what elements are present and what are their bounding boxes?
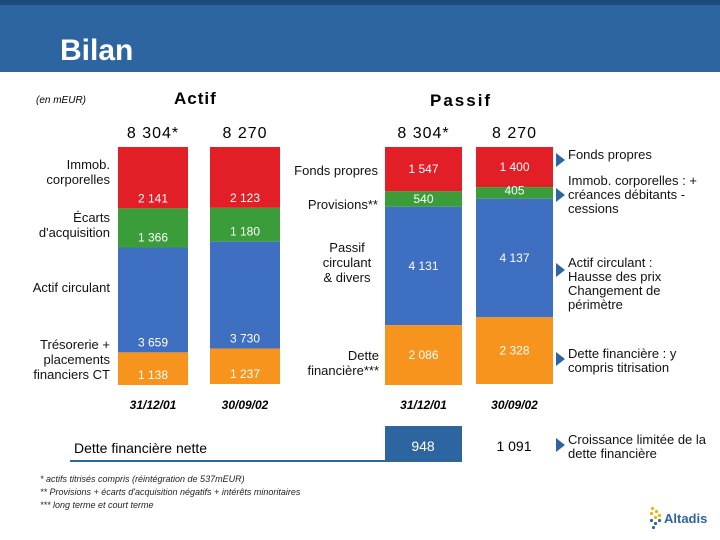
dette-nette-rule	[70, 460, 396, 462]
passif-bar-1-2	[476, 198, 553, 318]
arrow-icon	[556, 153, 565, 167]
note-actif-circulant: Actif circulant : Hausse des prix Change…	[568, 255, 662, 312]
passif-bar-0-3	[385, 325, 462, 385]
arrow-icon	[556, 263, 565, 277]
label-dette-financiere: Dette financière***	[307, 348, 379, 378]
actif-total-label: 8 304*	[127, 125, 179, 142]
passif-bar-0-1	[385, 191, 462, 207]
label-passif-circulant: Passif circulant & divers	[322, 240, 372, 285]
passif-date-label: 30/09/02	[491, 398, 538, 412]
actif-bar-0-0	[118, 147, 188, 209]
actif-heading: Actif	[174, 89, 217, 108]
arrow-icon	[556, 352, 565, 366]
logo-text: Altadis	[664, 511, 708, 526]
passif-date-label: 31/12/01	[400, 398, 447, 412]
actif-value-label: 2 123	[230, 191, 260, 205]
passif-value-label: 1 547	[408, 162, 438, 176]
actif-bar-0-2	[118, 247, 188, 353]
label-ecarts-acquisition: Écarts d'acquisition	[38, 210, 110, 240]
passif-total-label: 8 304*	[397, 125, 449, 142]
actif-bar-0-3	[118, 352, 188, 385]
actif-value-label: 1 366	[138, 231, 168, 245]
header-stripe	[0, 0, 720, 5]
dette-nette-box	[385, 426, 462, 462]
label-provisions: Provisions**	[307, 197, 378, 212]
passif-heading: Passif	[430, 91, 493, 110]
actif-value-label: 3 659	[138, 335, 168, 349]
note-fonds-propres: Fonds propres	[568, 147, 652, 162]
header-bar: Bilan	[0, 0, 720, 72]
arrow-icon	[556, 188, 565, 202]
footnote-3: *** long terme et court terme	[40, 500, 154, 510]
actif-bar-1-2	[210, 241, 280, 349]
dette-nette-value: 948	[411, 438, 435, 454]
actif-value-label: 3 730	[230, 332, 260, 346]
actif-value-label: 1 180	[230, 225, 260, 239]
passif-value-label: 4 137	[499, 251, 529, 265]
passif-bar-1-0	[476, 147, 553, 188]
actif-bar-0-1	[118, 208, 188, 248]
note-croissance: Croissance limitée de la dette financièr…	[568, 432, 707, 461]
footnote-2: ** Provisions + écarts d'acquisition nég…	[40, 487, 301, 497]
actif-date-label: 30/09/02	[222, 398, 269, 412]
page-title: Bilan	[60, 34, 134, 67]
passif-bar-1-3	[476, 317, 553, 385]
dette-nette-value: 1 091	[496, 438, 531, 454]
footnote-1: * actifs titrisés compris (réintégration…	[40, 474, 245, 484]
actif-total-label: 8 270	[222, 125, 267, 142]
label-immob-corporelles: Immob. corporelles	[46, 157, 110, 187]
arrow-icon	[556, 438, 565, 452]
passif-bar-1-1	[476, 187, 553, 199]
dette-nette-label: Dette financière nette	[74, 440, 208, 456]
passif-value-label: 405	[504, 184, 524, 198]
note-immob: Immob. corporelles : + créances débitant…	[568, 173, 697, 216]
unit-label: (en mEUR)	[36, 95, 87, 106]
actif-value-label: 1 138	[138, 368, 168, 382]
passif-value-label: 2 328	[499, 344, 529, 358]
actif-value-label: 2 141	[138, 191, 168, 205]
passif-total-label: 8 270	[492, 125, 537, 142]
passif-value-label: 1 400	[499, 160, 529, 174]
actif-bar-1-3	[210, 348, 280, 385]
passif-value-label: 4 131	[408, 259, 438, 273]
passif-value-label: 2 086	[408, 348, 438, 362]
actif-bar-1-0	[210, 147, 280, 208]
logo-icon	[650, 507, 661, 529]
actif-date-label: 31/12/01	[130, 398, 177, 412]
actif-value-label: 1 237	[230, 367, 260, 381]
passif-bar-0-2	[385, 206, 462, 326]
passif-value-label: 540	[413, 192, 433, 206]
label-tresorerie: Trésorerie + placements financiers CT	[33, 337, 110, 382]
label-fonds-propres: Fonds propres	[294, 163, 378, 178]
note-dette-financiere: Dette financière : y compris titrisation	[568, 346, 677, 375]
actif-bar-1-1	[210, 207, 280, 242]
passif-bar-0-0	[385, 147, 462, 192]
label-actif-circulant: Actif circulant	[32, 280, 110, 295]
altadis-logo: Altadis	[648, 505, 710, 531]
